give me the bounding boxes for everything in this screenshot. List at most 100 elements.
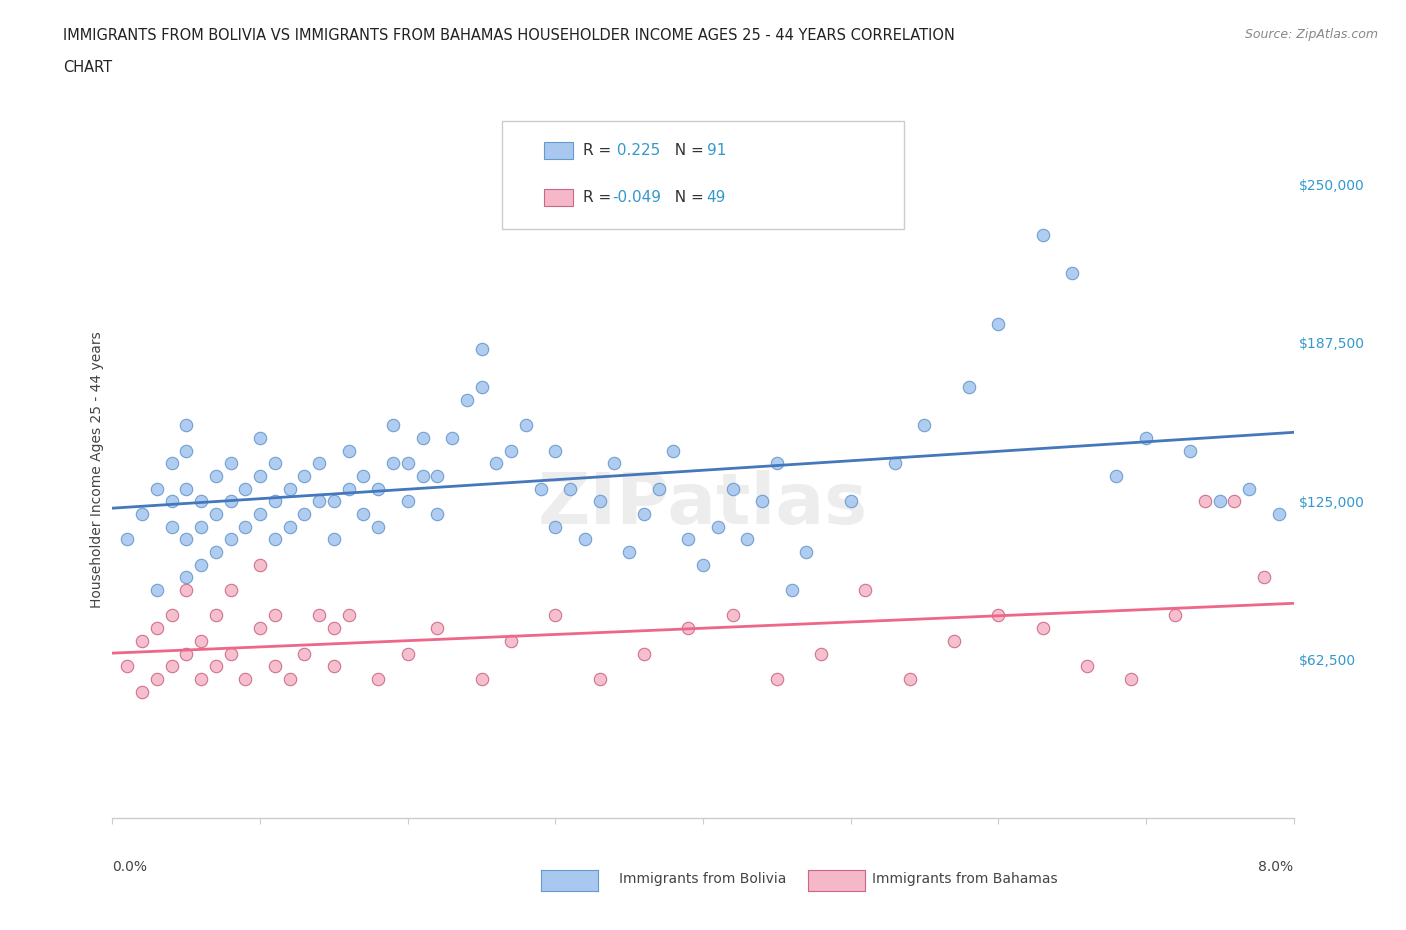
Point (117, 532, 138, 547)
Point (853, 583, 877, 598)
Text: ZIPatlas: ZIPatlas (538, 470, 868, 539)
Point (117, 658, 138, 673)
Point (914, 418, 936, 432)
Point (219, 583, 242, 598)
Point (190, 633, 212, 648)
Point (146, 583, 169, 598)
Text: 0.0%: 0.0% (112, 860, 148, 874)
Text: 8.0%: 8.0% (1258, 860, 1294, 874)
Point (501, 633, 523, 648)
Point (765, 456, 787, 471)
Point (501, 444, 523, 458)
Point (308, 608, 330, 623)
Point (707, 519, 730, 534)
Point (278, 481, 301, 496)
Point (1223, 494, 1246, 509)
Point (647, 481, 671, 496)
Point (574, 532, 596, 547)
Point (205, 507, 228, 522)
Point (190, 519, 212, 534)
Point (396, 494, 419, 509)
Point (249, 507, 271, 522)
Point (352, 507, 374, 522)
Point (619, 545, 641, 560)
Point (292, 507, 315, 522)
Point (146, 620, 169, 635)
Point (323, 494, 346, 509)
Point (633, 646, 655, 661)
Point (1178, 444, 1201, 458)
Text: 49: 49 (707, 190, 725, 206)
Point (396, 646, 419, 661)
Point (382, 456, 405, 471)
Point (796, 545, 818, 560)
Point (588, 494, 610, 509)
Point (174, 646, 197, 661)
Point (219, 494, 242, 509)
Point (1194, 494, 1216, 509)
FancyBboxPatch shape (544, 142, 574, 159)
Point (1076, 658, 1098, 673)
Text: IMMIGRANTS FROM BOLIVIA VS IMMIGRANTS FROM BAHAMAS HOUSEHOLDER INCOME AGES 25 - : IMMIGRANTS FROM BOLIVIA VS IMMIGRANTS FR… (63, 28, 955, 43)
Point (987, 608, 1010, 623)
Point (233, 481, 256, 496)
Point (529, 481, 551, 496)
Point (219, 456, 242, 471)
Point (603, 456, 626, 471)
Point (146, 671, 169, 686)
Point (160, 608, 183, 623)
Point (131, 507, 153, 522)
Point (588, 671, 610, 686)
Point (219, 646, 242, 661)
Point (264, 456, 287, 471)
Point (308, 456, 330, 471)
Point (1164, 608, 1187, 623)
Point (471, 341, 494, 356)
Point (412, 469, 434, 484)
Point (308, 494, 330, 509)
Point (884, 456, 907, 471)
Text: 91: 91 (707, 143, 725, 158)
Point (264, 494, 287, 509)
Point (1119, 671, 1142, 686)
Point (544, 519, 567, 534)
Point (249, 620, 271, 635)
Point (131, 684, 153, 699)
Point (174, 570, 197, 585)
Point (382, 418, 405, 432)
Point (1239, 481, 1261, 496)
Point (174, 444, 197, 458)
Point (292, 646, 315, 661)
Point (485, 456, 508, 471)
Point (205, 658, 228, 673)
Point (780, 583, 803, 598)
Point (249, 431, 271, 445)
Point (264, 532, 287, 547)
Point (249, 557, 271, 572)
Point (337, 481, 360, 496)
Point (412, 431, 434, 445)
Point (205, 608, 228, 623)
Text: R =: R = (582, 143, 616, 158)
Point (249, 469, 271, 484)
FancyBboxPatch shape (502, 121, 904, 229)
Point (174, 481, 197, 496)
Point (233, 671, 256, 686)
Point (337, 444, 360, 458)
Point (721, 481, 744, 496)
Point (233, 519, 256, 534)
Y-axis label: Householder Income Ages 25 - 44 years: Householder Income Ages 25 - 44 years (90, 331, 104, 608)
Point (441, 431, 464, 445)
Point (278, 519, 301, 534)
Point (190, 671, 212, 686)
Point (544, 608, 567, 623)
Point (810, 646, 832, 661)
Point (471, 671, 494, 686)
Point (396, 456, 419, 471)
Point (426, 507, 449, 522)
Point (942, 633, 965, 648)
Point (1062, 266, 1084, 281)
Point (337, 608, 360, 623)
Point (1135, 431, 1157, 445)
Point (426, 620, 449, 635)
